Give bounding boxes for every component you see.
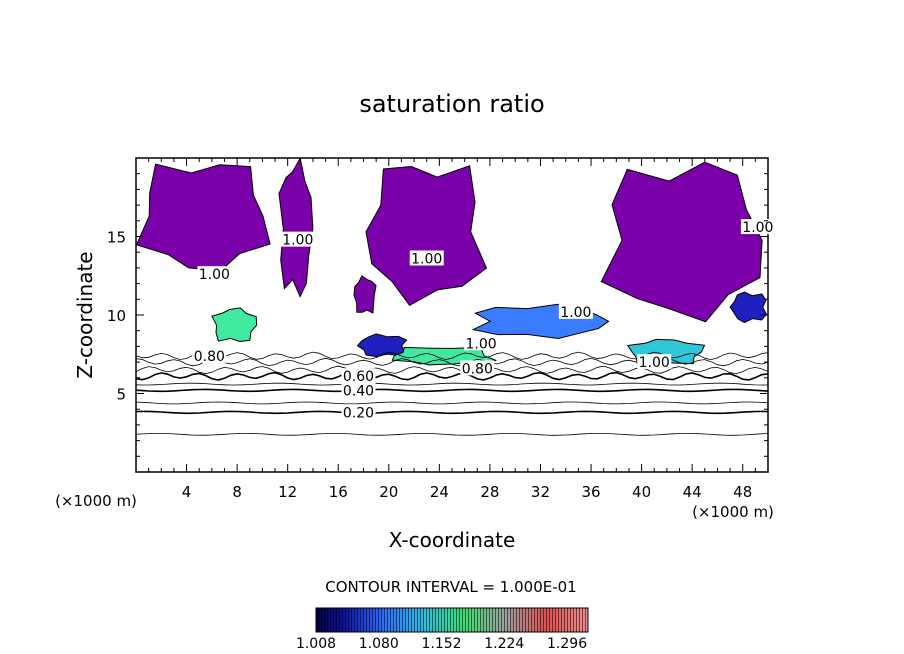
- contour-label-bg: [740, 219, 775, 235]
- contour-label-bg: [280, 231, 315, 247]
- x-tick-label: 16: [329, 483, 348, 501]
- contour-label-bg: [341, 368, 376, 384]
- saturation-region: [600, 161, 763, 323]
- contour-label: 0.40: [343, 383, 374, 399]
- isoline: [136, 382, 768, 386]
- saturation-region: [136, 163, 271, 272]
- isoline: [136, 401, 768, 405]
- contour-label: 0.20: [343, 405, 374, 421]
- contour-label: 1.00: [411, 251, 442, 267]
- colorbar-label: 1.152: [421, 636, 461, 652]
- contour-label: 0.80: [462, 361, 493, 377]
- x-tick-label: 8: [232, 483, 242, 501]
- saturation-region: [729, 291, 768, 324]
- x-tick-label: 32: [531, 483, 550, 501]
- isoline: [136, 433, 768, 436]
- contour-label-bg: [460, 360, 495, 376]
- contour-label-bg: [197, 266, 232, 282]
- contour-label: 0.60: [343, 369, 374, 385]
- colorbar-label: 1.296: [547, 636, 587, 652]
- colorbar-label: 1.224: [484, 636, 524, 652]
- isoline: [136, 365, 768, 375]
- contour-label-bg: [341, 404, 376, 420]
- contour-label-bg: [558, 303, 593, 319]
- y-tick-label: 10: [107, 307, 126, 325]
- contour-label-bg: [464, 335, 499, 351]
- saturation-region: [356, 333, 408, 358]
- x-tick-label: 12: [278, 483, 297, 501]
- x-tick-label: 44: [683, 483, 702, 501]
- x-tick-label: 20: [379, 483, 398, 501]
- contour-label: 0.80: [194, 349, 225, 365]
- contour-interval-label: CONTOUR INTERVAL = 1.000E-01: [325, 578, 576, 596]
- isoline: [136, 388, 768, 393]
- saturation-region: [278, 158, 314, 298]
- x-tick-label: 48: [733, 483, 752, 501]
- y-tick-label: 15: [107, 229, 126, 247]
- contour-label: 1.00: [639, 355, 670, 371]
- chart-title: saturation ratio: [359, 90, 544, 118]
- plot-area: [136, 158, 768, 436]
- x-tick-label: 4: [182, 483, 192, 501]
- contour-label: 1.00: [199, 267, 230, 283]
- x-tick-label: 40: [632, 483, 651, 501]
- x-tick-label: 24: [430, 483, 449, 501]
- colorbar-label: 1.080: [359, 636, 399, 652]
- saturation-region: [353, 275, 377, 314]
- contour-label-bg: [637, 354, 672, 370]
- y-axis-label: Z-coordinate: [73, 251, 97, 378]
- contour-label-bg: [192, 347, 227, 363]
- isoline: [136, 410, 768, 415]
- x-unit-right: (×1000 m): [692, 503, 774, 521]
- x-tick-label: 28: [480, 483, 499, 501]
- saturation-region: [211, 307, 258, 343]
- contour-label: 1.00: [742, 220, 773, 236]
- x-unit-left: (×1000 m): [55, 492, 137, 510]
- contour-label-bg: [409, 250, 444, 266]
- x-axis-label: X-coordinate: [389, 528, 516, 552]
- saturation-region: [365, 165, 488, 307]
- colorbar-label: 1.008: [296, 636, 336, 652]
- x-tick-label: 36: [581, 483, 600, 501]
- colorbar-hatching: [316, 608, 588, 632]
- contour-label: 1.00: [560, 305, 591, 321]
- contour-label: 1.00: [282, 233, 313, 249]
- isoline: [136, 371, 768, 381]
- y-tick-label: 5: [116, 386, 126, 404]
- contour-label-bg: [341, 382, 376, 398]
- contour-label: 1.00: [465, 336, 496, 352]
